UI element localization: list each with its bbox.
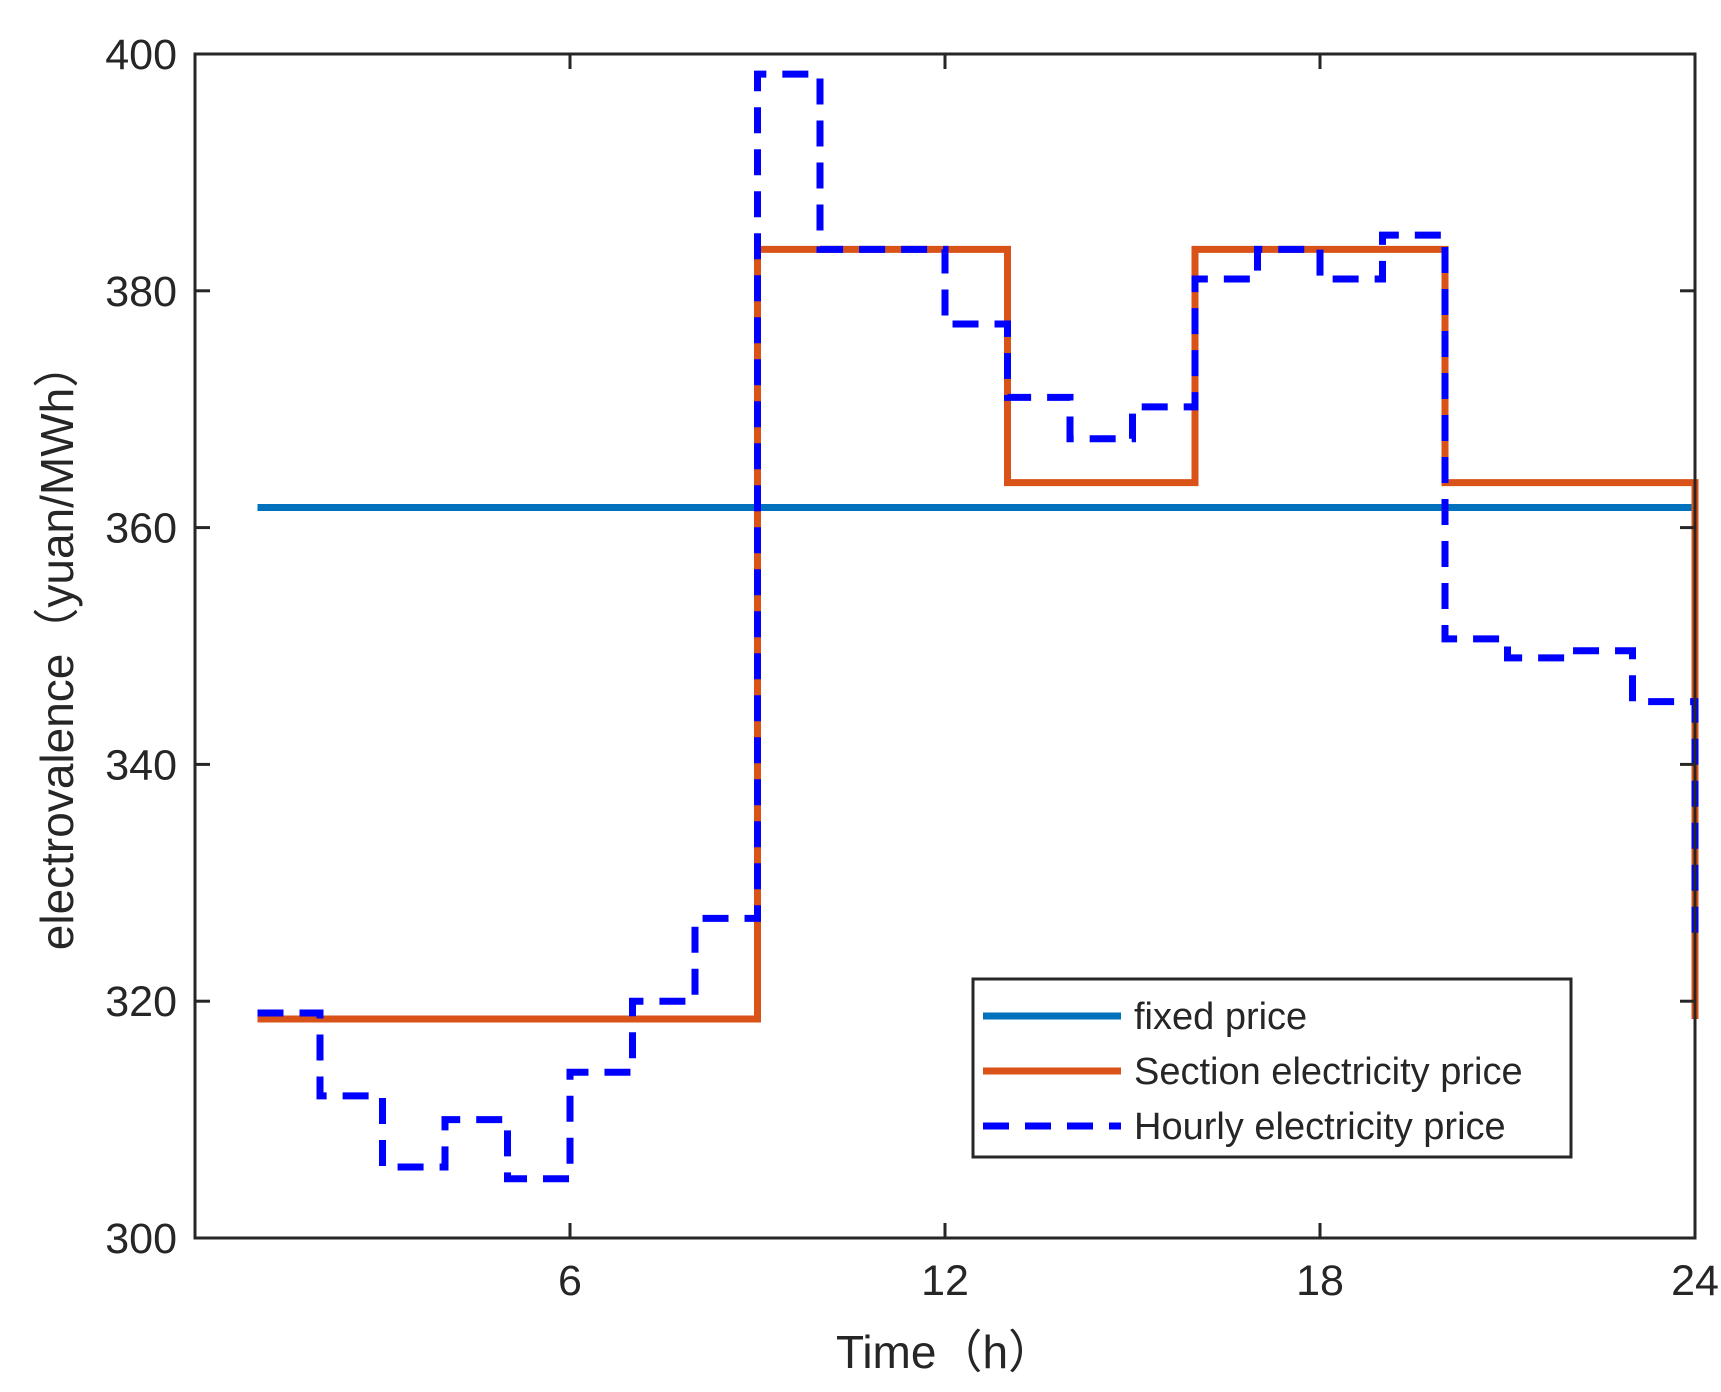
plot-series-group (257, 70, 1699, 1183)
x-tick-label: 18 (1296, 1257, 1344, 1305)
legend-label-section-price: Section electricity price (1134, 1051, 1523, 1093)
legend-label-hourly-price: Hourly electricity price (1134, 1106, 1506, 1148)
series-line-hourly-price (257, 70, 1699, 1183)
legend-label-fixed-price: fixed price (1134, 996, 1307, 1038)
y-tick-label: 320 (105, 978, 177, 1026)
y-tick-label: 380 (105, 268, 177, 316)
y-tick-label: 400 (105, 31, 177, 79)
x-tick-label: 24 (1671, 1257, 1719, 1305)
plot-area-frame (193, 52, 1697, 1240)
x-tick-label: 12 (921, 1257, 969, 1305)
y-tick-label: 300 (105, 1215, 177, 1263)
x-tick-label: 6 (558, 1257, 582, 1305)
y-tick-label: 360 (105, 505, 177, 553)
y-tick-label: 340 (105, 741, 177, 789)
y-axis-label: electrovalence（yuan/MWh） (31, 342, 83, 950)
x-axis-label: Time（h） (836, 1326, 1054, 1378)
legend: fixed price Section electricity price Ho… (971, 977, 1573, 1159)
